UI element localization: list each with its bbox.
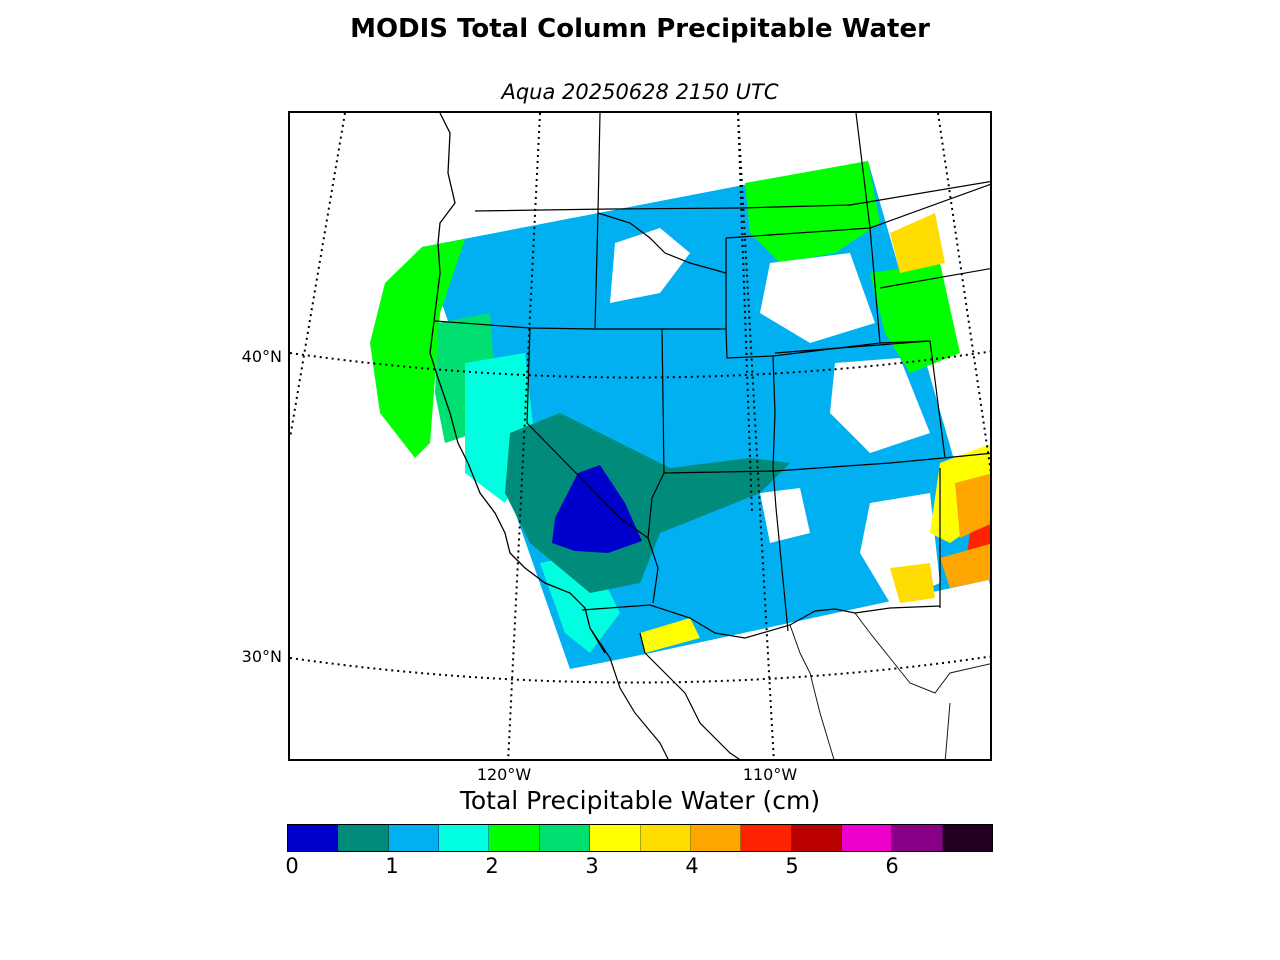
tpw-region-ne-green (870, 263, 960, 373)
colorbar-tick-label: 4 (685, 854, 699, 878)
tpw-region-coast (370, 239, 465, 458)
coastline-gulf-california (639, 632, 741, 759)
colorbar-segment (388, 825, 440, 851)
cloud-gap-1 (610, 228, 690, 303)
border-us-canada (474, 181, 990, 212)
colorbar-tick-label: 3 (585, 854, 599, 878)
longitude-line-120w (507, 113, 541, 759)
tpw-region-north-green (745, 161, 880, 263)
colorbar-segment (741, 825, 792, 851)
state-borders (434, 113, 990, 632)
colorbar-tick-label: 2 (485, 854, 499, 878)
tpw-region-dry (552, 465, 642, 553)
colorbar-segment (640, 825, 691, 851)
colorbar-segment (338, 825, 389, 851)
tpw-region-orange-s (940, 543, 990, 588)
colorbar-segment (590, 825, 641, 851)
tpw-region-yellow-ne (890, 213, 945, 273)
tpw-region-yellow-s (890, 563, 935, 603)
colorbar-segment (439, 825, 490, 851)
lon-label-110w: 110°W (742, 765, 798, 784)
colorbar-tick-label: 5 (785, 854, 799, 878)
colorbar-title: Total Precipitable Water (cm) (459, 786, 821, 815)
colorbar (287, 824, 993, 852)
colorbar-segment (489, 825, 540, 851)
longitude-line-105w (937, 113, 990, 473)
cloud-gap-3 (830, 358, 930, 453)
tpw-region-yellow-mex (640, 618, 700, 653)
cloud-gap-5 (760, 488, 810, 543)
chart-title: MODIS Total Column Precipitable Water (350, 14, 930, 44)
colorbar-segment (539, 825, 591, 851)
colorbar-segment (942, 825, 993, 851)
colorbar-tick-label: 1 (385, 854, 399, 878)
colorbar-segment (690, 825, 742, 851)
coastline-baja (589, 627, 669, 759)
colorbar-segment (791, 825, 842, 851)
longitude-line-125w (290, 113, 346, 439)
map-canvas (290, 113, 990, 759)
latitude-line-30n (290, 655, 990, 684)
map-panel (288, 111, 992, 761)
colorbar-segment (892, 825, 943, 851)
lat-label-30n: 30°N (241, 647, 282, 666)
colorbar-tick-label: 0 (285, 854, 299, 878)
cloud-gap-2 (760, 253, 875, 343)
longitude-line-110w (737, 113, 775, 759)
colorbar-tick-label: 6 (885, 854, 899, 878)
lon-label-120w: 120°W (476, 765, 532, 784)
colorbar-segment (288, 825, 339, 851)
lat-label-40n: 40°N (241, 347, 282, 366)
colorbar-segment (841, 825, 893, 851)
mexico-borders (789, 612, 990, 759)
coastline-west (429, 113, 606, 654)
chart-subtitle: Aqua 20250628 2150 UTC (501, 80, 779, 104)
tpw-region-orange-se (955, 473, 990, 538)
longitude-line-115w (737, 113, 753, 514)
